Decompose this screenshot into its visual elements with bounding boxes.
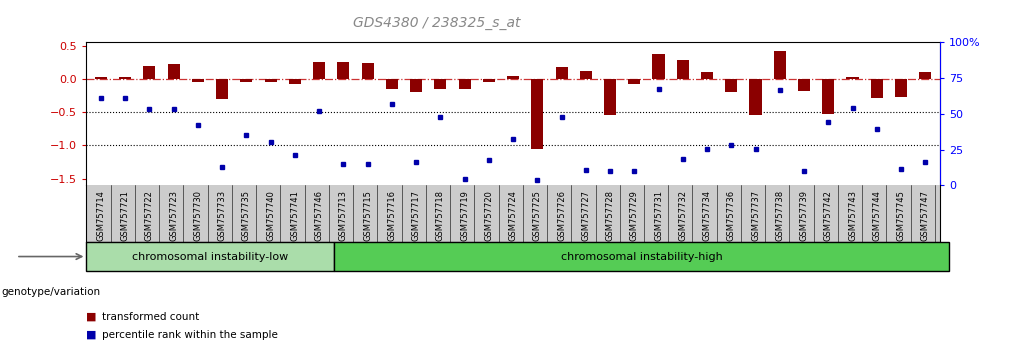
Text: GSM757744: GSM757744 bbox=[873, 190, 881, 241]
Text: chromosomal instability-high: chromosomal instability-high bbox=[561, 252, 722, 262]
Text: GSM757725: GSM757725 bbox=[532, 190, 542, 241]
Bar bbox=[313, 62, 325, 79]
Bar bbox=[871, 79, 883, 98]
Text: percentile rank within the sample: percentile rank within the sample bbox=[102, 330, 277, 339]
Text: GSM757743: GSM757743 bbox=[848, 190, 858, 241]
Bar bbox=[750, 79, 762, 115]
Text: GSM757746: GSM757746 bbox=[315, 190, 324, 241]
Bar bbox=[119, 77, 131, 79]
Text: GSM757733: GSM757733 bbox=[217, 190, 227, 241]
Bar bbox=[86, 242, 333, 271]
Bar bbox=[362, 63, 374, 79]
Text: GSM757724: GSM757724 bbox=[509, 190, 517, 241]
Bar bbox=[919, 72, 932, 79]
Text: GDS4380 / 238325_s_at: GDS4380 / 238325_s_at bbox=[354, 16, 520, 30]
Bar bbox=[410, 79, 423, 92]
Bar bbox=[822, 79, 834, 114]
Bar bbox=[458, 79, 470, 89]
Bar bbox=[143, 66, 155, 79]
Text: GSM757728: GSM757728 bbox=[606, 190, 615, 241]
Text: GSM757729: GSM757729 bbox=[630, 190, 639, 241]
Text: chromosomal instability-low: chromosomal instability-low bbox=[132, 252, 289, 262]
Text: GSM757731: GSM757731 bbox=[654, 190, 663, 241]
Text: genotype/variation: genotype/variation bbox=[1, 287, 101, 297]
Text: GSM757722: GSM757722 bbox=[145, 190, 153, 241]
Bar bbox=[677, 61, 689, 79]
Text: GSM757716: GSM757716 bbox=[387, 190, 396, 241]
Text: GSM757742: GSM757742 bbox=[824, 190, 833, 241]
Text: GSM757714: GSM757714 bbox=[97, 190, 106, 241]
Text: GSM757738: GSM757738 bbox=[775, 190, 784, 241]
Bar bbox=[701, 72, 713, 79]
Bar bbox=[798, 79, 810, 91]
Bar bbox=[556, 67, 568, 79]
Bar bbox=[725, 79, 738, 92]
Bar bbox=[168, 64, 180, 79]
Text: GSM757717: GSM757717 bbox=[411, 190, 421, 241]
Text: GSM757730: GSM757730 bbox=[193, 190, 202, 241]
Text: GSM757735: GSM757735 bbox=[242, 190, 251, 241]
Text: GSM757720: GSM757720 bbox=[485, 190, 494, 241]
Text: GSM757723: GSM757723 bbox=[169, 190, 178, 241]
Bar bbox=[264, 79, 276, 82]
Bar bbox=[604, 79, 616, 115]
Text: GSM757739: GSM757739 bbox=[800, 190, 809, 241]
Text: ■: ■ bbox=[86, 330, 97, 339]
Bar bbox=[333, 242, 950, 271]
Bar bbox=[386, 79, 398, 89]
Bar bbox=[580, 71, 592, 79]
Bar bbox=[192, 79, 204, 82]
Text: GSM757740: GSM757740 bbox=[266, 190, 275, 241]
Bar bbox=[652, 55, 664, 79]
Text: GSM757715: GSM757715 bbox=[363, 190, 372, 241]
Text: GSM757718: GSM757718 bbox=[436, 190, 445, 241]
Bar bbox=[94, 77, 107, 79]
Bar bbox=[434, 79, 446, 89]
Text: GSM757726: GSM757726 bbox=[557, 190, 566, 241]
Text: GSM757734: GSM757734 bbox=[702, 190, 711, 241]
Text: GSM757741: GSM757741 bbox=[291, 190, 300, 241]
Bar bbox=[289, 79, 301, 84]
Text: GSM757732: GSM757732 bbox=[679, 190, 687, 241]
Text: GSM757719: GSM757719 bbox=[460, 190, 469, 241]
Bar bbox=[628, 79, 640, 84]
Bar bbox=[337, 62, 350, 79]
Text: GSM757713: GSM757713 bbox=[339, 190, 347, 241]
Text: GSM757721: GSM757721 bbox=[121, 190, 130, 241]
Text: GSM757747: GSM757747 bbox=[920, 190, 930, 241]
Text: ■: ■ bbox=[86, 312, 97, 322]
Text: GSM757727: GSM757727 bbox=[581, 190, 590, 241]
Text: transformed count: transformed count bbox=[102, 312, 199, 322]
Bar bbox=[846, 77, 859, 79]
Text: GSM757737: GSM757737 bbox=[751, 190, 760, 241]
Bar bbox=[507, 76, 519, 79]
Bar bbox=[483, 79, 495, 82]
Bar bbox=[774, 51, 785, 79]
Text: GSM757736: GSM757736 bbox=[726, 190, 736, 241]
Bar bbox=[895, 79, 907, 97]
Bar bbox=[531, 79, 544, 149]
Bar bbox=[216, 79, 229, 99]
Bar bbox=[241, 79, 252, 82]
Text: GSM757745: GSM757745 bbox=[896, 190, 905, 241]
